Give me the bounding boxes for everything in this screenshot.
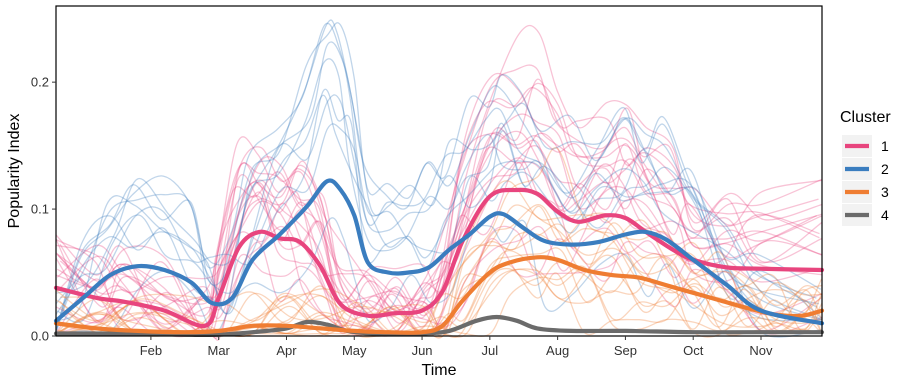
y-tick-label: 0.1 xyxy=(31,202,49,217)
background-line xyxy=(55,22,823,320)
x-tick-label: Jun xyxy=(412,343,433,358)
background-line xyxy=(55,94,822,332)
legend-title: Cluster xyxy=(840,109,891,126)
x-tick-label: Mar xyxy=(207,343,230,358)
legend-label-2: 2 xyxy=(881,161,889,177)
background-line xyxy=(55,132,820,335)
background-line xyxy=(58,217,823,338)
background-line xyxy=(55,94,817,322)
cluster-mean-lines xyxy=(53,178,825,338)
x-axis-title: Time xyxy=(422,362,457,379)
background-line xyxy=(55,22,818,334)
background-line xyxy=(55,64,819,329)
background-line xyxy=(56,123,823,324)
x-axis: Feb Mar Apr May Jun Jul Aug Sep Oct Nov xyxy=(140,336,773,358)
series-line-2 xyxy=(53,178,825,326)
background-line xyxy=(59,78,823,333)
plot-panel xyxy=(56,6,822,336)
background-line xyxy=(55,58,822,331)
x-tick-label: Nov xyxy=(749,343,773,358)
background-line xyxy=(55,162,820,337)
background-line xyxy=(55,19,822,331)
background-line xyxy=(56,41,823,321)
legend: Cluster 1 2 3 4 xyxy=(840,109,891,226)
x-tick-label: Jul xyxy=(482,343,499,358)
x-tick-label: Aug xyxy=(546,343,569,358)
x-tick-label: May xyxy=(342,343,367,358)
background-line xyxy=(56,113,823,313)
x-tick-label: Oct xyxy=(683,343,704,358)
background-line xyxy=(56,72,823,317)
legend-label-4: 4 xyxy=(881,207,889,223)
x-tick-label: Apr xyxy=(276,343,297,358)
background-line xyxy=(57,157,823,332)
y-axis: 0.0 0.1 0.2 xyxy=(31,75,56,344)
x-tick-label: Sep xyxy=(614,343,637,358)
background-line xyxy=(59,204,823,338)
x-tick-label: Feb xyxy=(140,343,162,358)
background-line xyxy=(56,131,823,336)
background-line xyxy=(55,225,822,337)
legend-label-3: 3 xyxy=(881,184,889,200)
background-line xyxy=(55,145,823,336)
series-line-3 xyxy=(53,255,825,335)
background-line xyxy=(55,88,820,305)
y-tick-label: 0.2 xyxy=(31,75,49,90)
y-tick-label: 0.0 xyxy=(31,329,49,344)
plot-border xyxy=(55,5,823,337)
background-line xyxy=(56,24,823,335)
y-axis-title: Popularity Index xyxy=(6,114,23,229)
background-line xyxy=(58,212,823,337)
legend-label-1: 1 xyxy=(881,138,889,154)
